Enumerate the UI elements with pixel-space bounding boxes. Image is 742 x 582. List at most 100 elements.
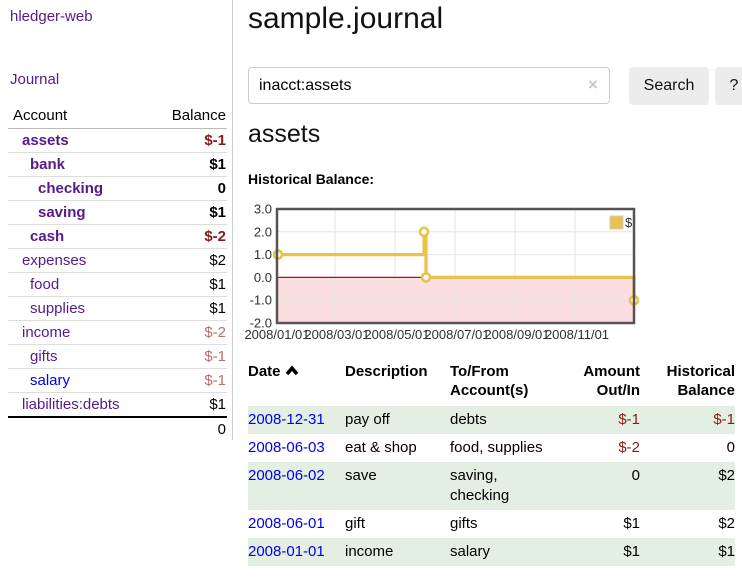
account-row: liabilities:debts $1 [8, 393, 227, 417]
account-link-supplies[interactable]: supplies [30, 300, 86, 317]
account-row: assets $-1 [8, 129, 227, 153]
svg-text:2.0: 2.0 [254, 224, 272, 239]
svg-text:3.0: 3.0 [254, 202, 272, 217]
account-row: income $-2 [8, 321, 227, 345]
account-row: food $1 [8, 273, 227, 297]
account-balance: $2 [209, 252, 226, 269]
account-link-expenses[interactable]: expenses [22, 252, 87, 269]
register-header-amount: Amount Out/In [583, 363, 640, 399]
account-link-bank[interactable]: bank [30, 156, 66, 173]
svg-text:2008/03/01: 2008/03/01 [304, 327, 369, 342]
account-balance: $-1 [204, 372, 226, 389]
account-link-income[interactable]: income [22, 324, 71, 341]
svg-text:1.0: 1.0 [254, 247, 272, 262]
account-link-checking[interactable]: checking [38, 180, 104, 197]
transaction-accounts: salary [450, 543, 491, 560]
account-row: cash $-2 [8, 225, 227, 249]
transaction-date-link[interactable]: 2008-06-02 [248, 467, 325, 484]
account-row: checking 0 [8, 177, 227, 201]
svg-text:2008/01/01: 2008/01/01 [244, 327, 309, 342]
register-header-description: Description [345, 363, 428, 380]
chart-canvas: $ 3.0 2.0 1.0 0.0 -1.0 -2.0 2008/01/01 2… [244, 202, 640, 342]
transaction-accounts: gifts [450, 515, 478, 532]
transaction-date-link[interactable]: 2008-01-01 [248, 543, 325, 560]
account-balance: $-1 [204, 348, 226, 365]
transaction-date-link[interactable]: 2008-06-03 [248, 439, 325, 456]
transaction-balance: $2 [718, 515, 735, 532]
account-link-food[interactable]: food [30, 276, 60, 293]
register-row: 2008-06-01 gift gifts $1 $2 [248, 510, 735, 538]
svg-text:-2.0: -2.0 [250, 316, 272, 331]
transaction-accounts: food, supplies [450, 439, 543, 456]
help-button[interactable]: ? [715, 67, 742, 105]
account-link-gifts[interactable]: gifts [30, 348, 58, 365]
transaction-accounts: saving, checking [450, 467, 510, 504]
main-content: sample.journal × Search ? assets Histori… [233, 0, 742, 582]
transaction-amount: $-2 [618, 439, 640, 456]
svg-text:-1.0: -1.0 [250, 293, 272, 308]
accounts-table-header: Account Balance [8, 104, 227, 129]
clear-search-icon[interactable]: × [588, 75, 598, 94]
account-row: saving $1 [8, 201, 227, 225]
transaction-description: gift [345, 515, 366, 532]
account-link-salary[interactable]: salary [30, 372, 71, 389]
transaction-balance: $1 [718, 543, 735, 560]
transaction-accounts: debts [450, 411, 487, 428]
account-balance: $-1 [204, 132, 226, 149]
account-balance: $1 [209, 156, 226, 173]
sort-ascending-icon [285, 365, 298, 375]
account-link-saving[interactable]: saving [38, 204, 86, 221]
account-link-assets[interactable]: assets [22, 132, 69, 149]
transaction-amount: $-1 [618, 411, 640, 428]
transaction-amount: $1 [623, 515, 640, 532]
register-header-row: Date Description To/From Account(s) Amou… [248, 357, 735, 406]
register-header-balance: Historical Balance [666, 363, 735, 399]
historical-balance-chart: $ 3.0 2.0 1.0 0.0 -1.0 -2.0 2008/01/01 2… [240, 200, 740, 348]
accounts-total-row: 0 [8, 416, 227, 441]
y-axis-ticks: 3.0 2.0 1.0 0.0 -1.0 -2.0 [250, 202, 272, 331]
accounts-total-balance: 0 [217, 420, 226, 438]
account-balance: $1 [209, 300, 226, 317]
svg-text:2008/07/01: 2008/07/01 [424, 327, 489, 342]
account-link-liabilities-debts[interactable]: liabilities:debts [22, 395, 120, 413]
account-row: supplies $1 [8, 297, 227, 321]
transaction-balance: $-1 [713, 411, 735, 428]
account-balance: 0 [217, 180, 226, 197]
accounts-header-account: Account [13, 107, 68, 124]
transaction-balance: 0 [726, 439, 735, 456]
register-table: Date Description To/From Account(s) Amou… [248, 357, 735, 566]
account-balance: $-2 [204, 228, 226, 245]
account-row: salary $-1 [8, 369, 227, 393]
search-input[interactable] [248, 67, 610, 104]
sidebar: hledger-web Journal Account Balance asse… [0, 0, 233, 440]
transaction-date-link[interactable]: 2008-06-01 [248, 515, 325, 532]
register-row: 2008-06-02 save saving, checking 0 $2 [248, 462, 735, 510]
account-balance: $-2 [204, 324, 226, 341]
register-header-date[interactable]: Date [248, 357, 345, 406]
account-balance: $1 [209, 395, 226, 413]
account-heading: assets [248, 120, 321, 148]
accounts-header-balance: Balance [171, 107, 226, 124]
transaction-description: pay off [345, 411, 390, 428]
sidebar-item-journal[interactable]: Journal [10, 71, 60, 88]
svg-text:2008/05/01: 2008/05/01 [364, 327, 429, 342]
register-header-tofrom: To/From Account(s) [450, 363, 529, 399]
svg-text:2008/11/01: 2008/11/01 [545, 327, 609, 342]
transaction-amount: 0 [631, 467, 640, 484]
legend-swatch [609, 215, 624, 230]
transaction-description: save [345, 467, 377, 484]
account-row: gifts $-1 [8, 345, 227, 369]
register-row: 2008-01-01 income salary $1 $1 [248, 538, 735, 566]
transaction-description: income [345, 543, 394, 560]
account-row: bank $1 [8, 153, 227, 177]
transaction-date-link[interactable]: 2008-12-31 [248, 411, 325, 428]
transaction-balance: $2 [718, 467, 735, 484]
search-button[interactable]: Search [629, 67, 709, 105]
x-axis-ticks: 2008/01/01 2008/03/01 2008/05/01 2008/07… [244, 327, 609, 342]
legend-label: $ [625, 215, 633, 230]
plot-border [275, 207, 636, 325]
account-link-cash[interactable]: cash [30, 228, 65, 245]
accounts-table: Account Balance assets $-1 bank $1 check… [8, 104, 227, 441]
app-title-link[interactable]: hledger-web [10, 8, 93, 25]
svg-text:2008/09/01: 2008/09/01 [484, 327, 549, 342]
